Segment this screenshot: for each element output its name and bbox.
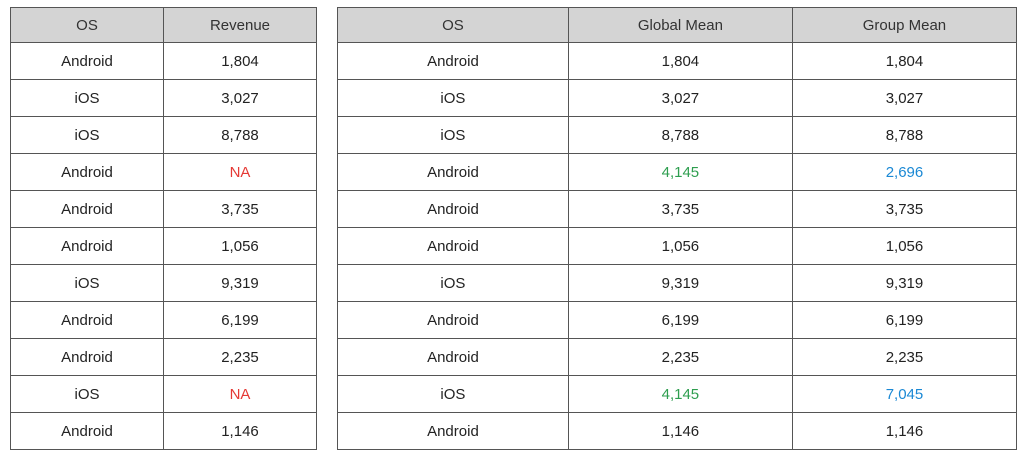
table-row: iOS 8,788 8,788 (337, 116, 1018, 154)
revenue-cell: 3,027 (163, 79, 317, 117)
table-row: Android 6,199 (10, 301, 317, 339)
os-cell: iOS (337, 264, 569, 302)
os-cell: iOS (337, 375, 569, 413)
os-cell: iOS (10, 79, 164, 117)
table-row: Android 4,145 2,696 (337, 153, 1018, 191)
table-row: iOS 9,319 9,319 (337, 264, 1018, 302)
group-mean-cell: 1,804 (791, 42, 1018, 80)
os-cell: Android (10, 227, 164, 265)
os-cell: Android (10, 338, 164, 376)
header-row: OS Global Mean Group Mean (337, 7, 1018, 43)
os-cell: iOS (10, 375, 164, 413)
global-mean-cell: 1,804 (567, 42, 793, 80)
revenue-cell: 1,804 (163, 42, 317, 80)
os-cell: iOS (10, 264, 164, 302)
revenue-cell: 1,056 (163, 227, 317, 265)
os-cell: Android (337, 227, 569, 265)
global-mean-cell: 3,027 (567, 79, 793, 117)
revenue-cell: NA (163, 375, 317, 413)
table-row: iOS NA (10, 375, 317, 413)
os-cell: Android (10, 190, 164, 228)
os-cell: Android (337, 412, 569, 450)
table-row: Android 2,235 (10, 338, 317, 376)
table-row: Android 3,735 3,735 (337, 190, 1018, 228)
os-cell: Android (10, 153, 164, 191)
global-mean-cell: 6,199 (567, 301, 793, 339)
table-row: Android 1,056 1,056 (337, 227, 1018, 265)
table-row: iOS 3,027 3,027 (337, 79, 1018, 117)
table-row: iOS 3,027 (10, 79, 317, 117)
table-row: iOS 9,319 (10, 264, 317, 302)
revenue-cell: NA (163, 153, 317, 191)
group-mean-cell: 2,696 (791, 153, 1018, 191)
group-mean-cell: 1,056 (791, 227, 1018, 265)
revenue-cell: 3,735 (163, 190, 317, 228)
os-cell: Android (337, 338, 569, 376)
group-mean-cell: 9,319 (791, 264, 1018, 302)
revenue-cell: 9,319 (163, 264, 317, 302)
os-cell: Android (337, 301, 569, 339)
group-mean-cell: 3,027 (791, 79, 1018, 117)
table-row: Android NA (10, 153, 317, 191)
global-mean-cell: 3,735 (567, 190, 793, 228)
os-cell: Android (337, 42, 569, 80)
header-revenue: Revenue (163, 7, 317, 43)
header-os: OS (10, 7, 164, 43)
revenue-cell: 1,146 (163, 412, 317, 450)
global-mean-cell: 4,145 (567, 153, 793, 191)
global-mean-cell: 4,145 (567, 375, 793, 413)
table-row: Android 1,804 (10, 42, 317, 80)
revenue-cell: 8,788 (163, 116, 317, 154)
table-row: iOS 8,788 (10, 116, 317, 154)
os-cell: Android (337, 153, 569, 191)
table-row: Android 1,146 (10, 412, 317, 450)
group-mean-cell: 6,199 (791, 301, 1018, 339)
os-cell: Android (10, 301, 164, 339)
global-mean-cell: 8,788 (567, 116, 793, 154)
os-cell: Android (337, 190, 569, 228)
os-cell: iOS (10, 116, 164, 154)
table-row: Android 1,056 (10, 227, 317, 265)
group-mean-cell: 2,235 (791, 338, 1018, 376)
revenue-cell: 6,199 (163, 301, 317, 339)
group-mean-cell: 3,735 (791, 190, 1018, 228)
global-mean-cell: 1,056 (567, 227, 793, 265)
imputation-table: OS Global Mean Group Mean Android 1,804 1,… (337, 7, 1018, 450)
os-cell: Android (10, 42, 164, 80)
header-os: OS (337, 7, 569, 43)
revenue-cell: 2,235 (163, 338, 317, 376)
global-mean-cell: 9,319 (567, 264, 793, 302)
table-row: Android 1,146 1,146 (337, 412, 1018, 450)
global-mean-cell: 1,146 (567, 412, 793, 450)
table-row: Android 2,235 2,235 (337, 338, 1018, 376)
group-mean-cell: 8,788 (791, 116, 1018, 154)
os-cell: Android (10, 412, 164, 450)
table-row: Android 6,199 6,199 (337, 301, 1018, 339)
global-mean-cell: 2,235 (567, 338, 793, 376)
header-global-mean: Global Mean (567, 7, 793, 43)
table-row: iOS 4,145 7,045 (337, 375, 1018, 413)
os-cell: iOS (337, 79, 569, 117)
revenue-table: OS Revenue Android 1,804 iOS 3,027 iOS 8,788 A… (10, 7, 317, 450)
table-row: Android 1,804 1,804 (337, 42, 1018, 80)
header-group-mean: Group Mean (791, 7, 1018, 43)
header-row: OS Revenue (10, 7, 317, 43)
group-mean-cell: 1,146 (791, 412, 1018, 450)
group-mean-cell: 7,045 (791, 375, 1018, 413)
os-cell: iOS (337, 116, 569, 154)
table-row: Android 3,735 (10, 190, 317, 228)
